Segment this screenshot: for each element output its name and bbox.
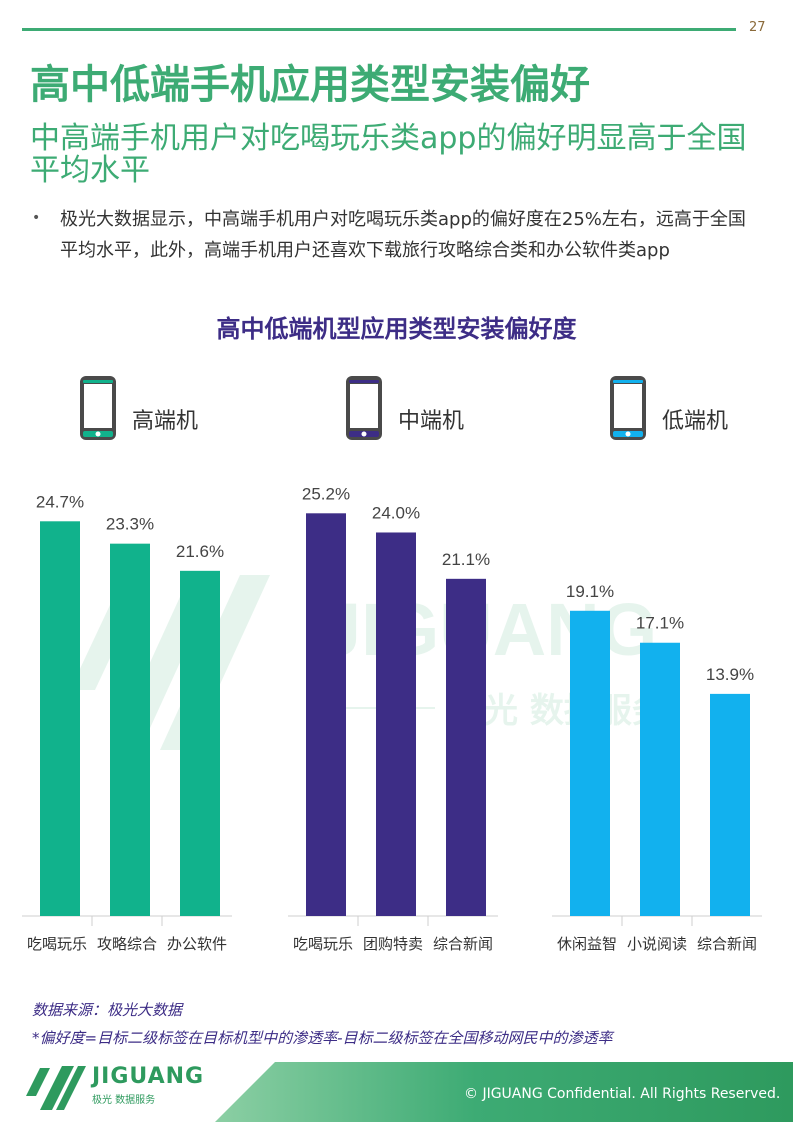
chart-title: 高中低端机型应用类型安装偏好度: [216, 315, 577, 343]
category-label: 攻略综合: [97, 935, 157, 953]
category-label: 团购特卖: [363, 935, 423, 953]
bar-group-1: 高端机 24.7% 吃喝玩乐 23.3% 攻略综合 21.6% 办公软件: [22, 376, 232, 953]
bar: [110, 543, 150, 916]
category-label: 综合新闻: [433, 935, 493, 953]
bar: [640, 642, 680, 916]
footnote: *偏好度=目标二级标签在目标机型中的渗透率-目标二级标签在全国移动网民中的渗透率: [32, 1029, 613, 1047]
bar: [446, 578, 486, 916]
group-label: 高端机: [132, 409, 198, 434]
bar: [570, 610, 610, 916]
bar: [40, 521, 80, 916]
category-label: 吃喝玩乐: [293, 935, 353, 953]
phone-icon: [610, 376, 646, 440]
bar-group-2: 中端机 25.2% 吃喝玩乐 24.0% 团购特卖 21.1% 综合新闻: [288, 376, 498, 953]
jiguang-logo-icon: [26, 1066, 86, 1110]
bullet-dot: •: [32, 210, 41, 226]
footer-band: [215, 1062, 793, 1122]
data-label: 24.7%: [36, 492, 84, 511]
data-label: 25.2%: [302, 484, 350, 503]
brand-name: JIGUANG: [92, 1064, 205, 1089]
page-title: 高中低端手机应用类型安装偏好: [30, 62, 590, 108]
bar: [180, 570, 220, 916]
group-label: 低端机: [662, 409, 728, 434]
page-number: 27: [749, 20, 766, 35]
data-label: 13.9%: [706, 665, 754, 684]
data-label: 23.3%: [106, 515, 154, 534]
phone-icon: [80, 376, 116, 440]
bars-layer: 高端机 24.7% 吃喝玩乐 23.3% 攻略综合 21.6% 办公软件 中端机 25.2% 吃喝…: [22, 376, 762, 953]
data-label: 21.1%: [442, 550, 490, 569]
page-subtitle: 中高端手机用户对吃喝玩乐类app的偏好明显高于全国平均水平: [30, 121, 747, 188]
category-label: 综合新闻: [697, 935, 757, 953]
watermark-logo-icon: [70, 575, 270, 750]
data-label: 19.1%: [566, 582, 614, 601]
bar: [306, 513, 346, 916]
data-label: 17.1%: [636, 614, 684, 633]
bar-group-3: 低端机 19.1% 休闲益智 17.1% 小说阅读 13.9% 综合新闻: [552, 376, 762, 953]
top-rule: [22, 28, 736, 31]
data-source: 数据来源：极光大数据: [32, 1001, 183, 1019]
category-label: 吃喝玩乐: [27, 935, 87, 953]
category-label: 办公软件: [167, 935, 227, 953]
copyright: © JIGUANG Confidential. All Rights Reser…: [464, 1086, 781, 1102]
bar-chart: JIGUANG 极光 数据服务 高端机24.7%吃喝玩乐23.3%攻略综合21.…: [22, 376, 762, 953]
brand-subtitle: 极光 数据服务: [92, 1095, 156, 1106]
group-label: 中端机: [398, 409, 464, 434]
bar: [710, 693, 750, 916]
data-label: 24.0%: [372, 503, 420, 522]
phone-icon: [346, 376, 382, 440]
category-label: 休闲益智: [557, 935, 617, 953]
category-label: 小说阅读: [627, 935, 687, 953]
bullet-text: 极光大数据显示，中高端手机用户对吃喝玩乐类app的偏好度在25%左右，远高于全国…: [60, 209, 746, 261]
data-label: 21.6%: [176, 542, 224, 561]
bar: [376, 532, 416, 916]
